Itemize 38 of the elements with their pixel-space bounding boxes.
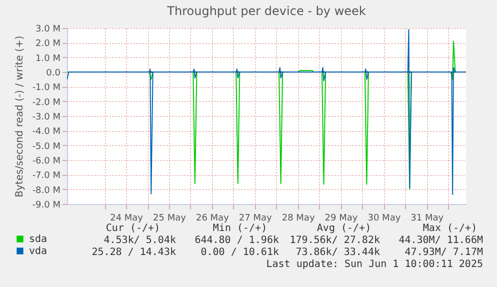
text: 25.28 / 14.43k <box>92 247 176 258</box>
text: Last update: Sun Jun 1 10:00:11 2025 <box>266 259 483 270</box>
legend-label: vda <box>29 246 48 257</box>
x-tick-label: 24 May <box>110 214 144 224</box>
y-tick-label: -4.0 M <box>32 127 60 138</box>
x-tick-label: 26 May <box>196 214 230 224</box>
text: 4.53k/ 5.04k <box>104 235 176 246</box>
legend-label: sda <box>29 234 48 245</box>
y-tick-label: -3.0 M <box>32 112 60 122</box>
y-tick-label: -1.0 M <box>32 83 60 94</box>
text: 47.93M/ 7.17M <box>404 247 483 258</box>
x-tick-label: 30 May <box>368 214 402 224</box>
y-tick-label: -8.0 M <box>32 186 60 196</box>
text: 0.00 / 10.61k <box>200 247 279 258</box>
text: Max (-/+) <box>422 223 478 234</box>
y-tick-label: -7.0 M <box>32 171 60 182</box>
chart-title: Throughput per device - by week <box>166 4 366 18</box>
y-tick-label: 2.0 M <box>36 39 60 50</box>
text: Cur (-/+) <box>106 223 160 234</box>
y-tick-label: -6.0 M <box>32 156 60 166</box>
x-tick-label: 27 May <box>238 214 272 224</box>
text: 73.86k/ 33.44k <box>296 247 380 258</box>
y-tick-label: -2.0 M <box>32 98 60 108</box>
text: 644.80 / 1.96k <box>194 235 279 246</box>
x-tick-label: 25 May <box>153 214 187 224</box>
y-tick-label: -5.0 M <box>32 142 60 152</box>
y-tick-label: 0.0 <box>46 68 61 78</box>
y-tick-label: 1.0 M <box>36 54 60 64</box>
text: Min (-/+) <box>212 223 268 234</box>
text: Avg (-/+) <box>316 223 372 234</box>
y-tick-label: 3.0 M <box>36 24 60 34</box>
y-tick-label: -9.0 M <box>32 200 60 210</box>
text: 44.30M/ 11.66M <box>398 235 483 246</box>
x-tick-label: 31 May <box>410 214 444 224</box>
x-tick-label: 28 May <box>282 214 316 224</box>
x-tick-label: 29 May <box>324 214 358 224</box>
y-axis-title: Bytes/second read (-) / write (+) <box>14 36 26 198</box>
text: 179.56k/ 27.82k <box>290 235 380 246</box>
